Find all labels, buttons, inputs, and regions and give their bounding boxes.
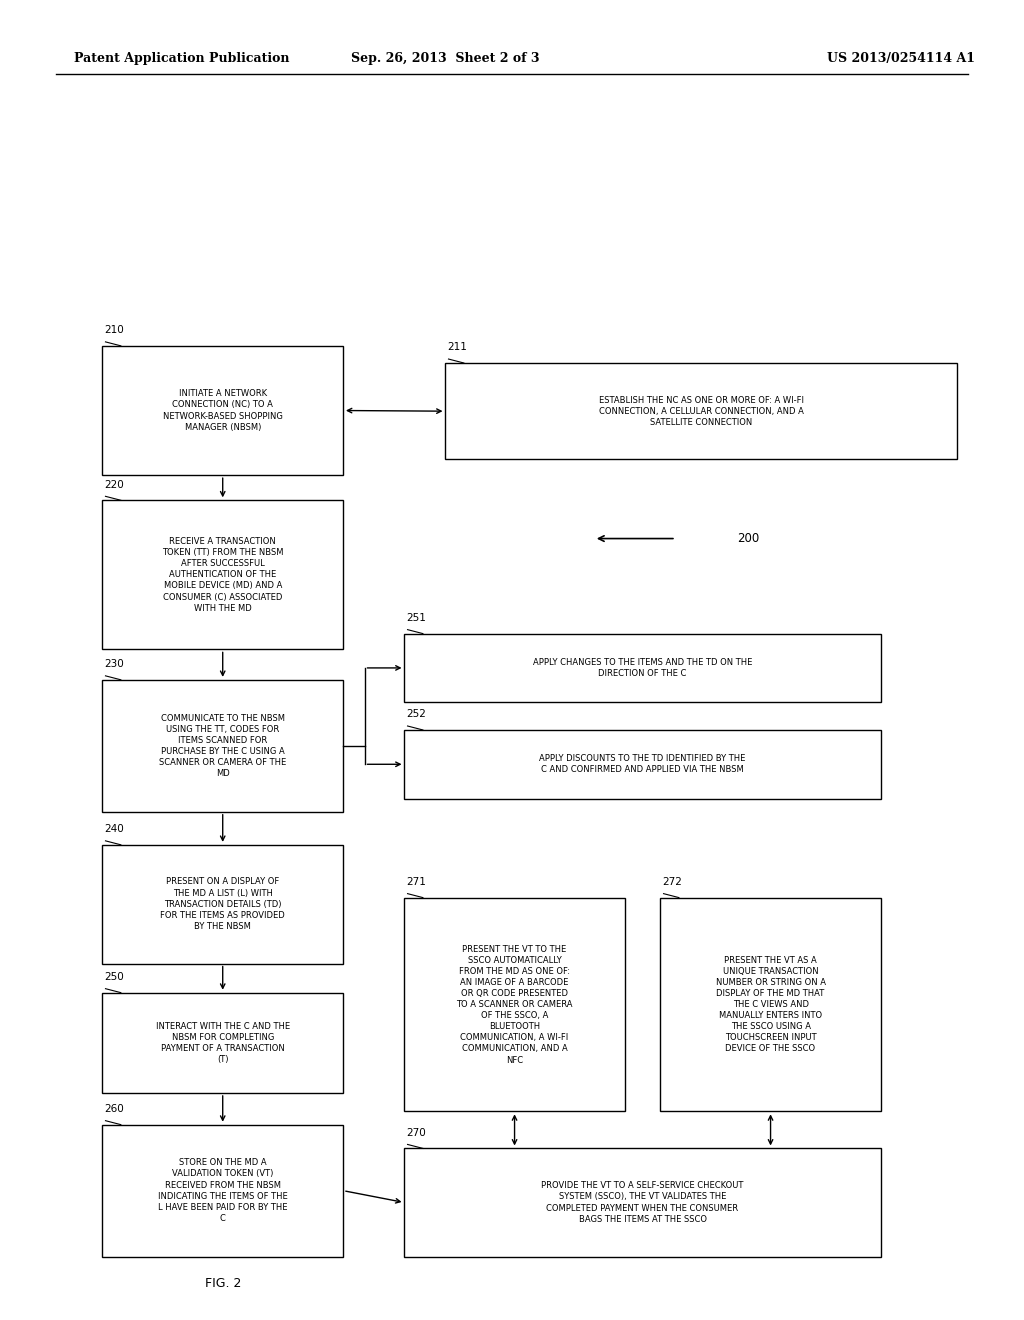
Bar — [102, 1125, 343, 1257]
Text: PRESENT ON A DISPLAY OF
THE MD A LIST (L) WITH
TRANSACTION DETAILS (TD)
FOR THE : PRESENT ON A DISPLAY OF THE MD A LIST (L… — [161, 878, 285, 931]
Text: INITIATE A NETWORK
CONNECTION (NC) TO A
NETWORK-BASED SHOPPING
MANAGER (NBSM): INITIATE A NETWORK CONNECTION (NC) TO A … — [163, 389, 283, 432]
Text: APPLY DISCOUNTS TO THE TD IDENTIFIED BY THE
C AND CONFIRMED AND APPLIED VIA THE : APPLY DISCOUNTS TO THE TD IDENTIFIED BY … — [540, 754, 745, 775]
Text: PRESENT THE VT TO THE
SSCO AUTOMATICALLY
FROM THE MD AS ONE OF:
AN IMAGE OF A BA: PRESENT THE VT TO THE SSCO AUTOMATICALLY… — [457, 945, 572, 1064]
Text: 251: 251 — [407, 612, 426, 623]
Bar — [404, 634, 881, 702]
Text: COMMUNICATE TO THE NBSM
USING THE TT, CODES FOR
ITEMS SCANNED FOR
PURCHASE BY TH: COMMUNICATE TO THE NBSM USING THE TT, CO… — [159, 714, 287, 777]
Text: INTERACT WITH THE C AND THE
NBSM FOR COMPLETING
PAYMENT OF A TRANSACTION
(T): INTERACT WITH THE C AND THE NBSM FOR COM… — [156, 1022, 290, 1064]
Text: 250: 250 — [104, 972, 124, 982]
Text: STORE ON THE MD A
VALIDATION TOKEN (VT)
RECEIVED FROM THE NBSM
INDICATING THE IT: STORE ON THE MD A VALIDATION TOKEN (VT) … — [158, 1159, 288, 1222]
Text: 220: 220 — [104, 479, 124, 490]
Text: PROVIDE THE VT TO A SELF-SERVICE CHECKOUT
SYSTEM (SSCO), THE VT VALIDATES THE
CO: PROVIDE THE VT TO A SELF-SERVICE CHECKOU… — [542, 1181, 743, 1224]
Bar — [102, 500, 343, 649]
Text: PRESENT THE VT AS A
UNIQUE TRANSACTION
NUMBER OR STRING ON A
DISPLAY OF THE MD T: PRESENT THE VT AS A UNIQUE TRANSACTION N… — [716, 956, 825, 1053]
Bar — [404, 1148, 881, 1257]
Bar — [102, 346, 343, 475]
Text: 260: 260 — [104, 1104, 124, 1114]
Text: 210: 210 — [104, 325, 124, 335]
Text: 252: 252 — [407, 709, 426, 719]
Bar — [102, 845, 343, 964]
Text: Sep. 26, 2013  Sheet 2 of 3: Sep. 26, 2013 Sheet 2 of 3 — [351, 51, 540, 65]
Text: 211: 211 — [447, 342, 467, 352]
Bar — [102, 993, 343, 1093]
Bar — [102, 680, 343, 812]
Text: 270: 270 — [407, 1127, 426, 1138]
Text: FIG. 2: FIG. 2 — [205, 1276, 242, 1290]
Text: Patent Application Publication: Patent Application Publication — [74, 51, 289, 65]
Bar — [660, 898, 881, 1111]
Text: RECEIVE A TRANSACTION
TOKEN (TT) FROM THE NBSM
AFTER SUCCESSFUL
AUTHENTICATION O: RECEIVE A TRANSACTION TOKEN (TT) FROM TH… — [162, 537, 284, 612]
Text: 200: 200 — [737, 532, 760, 545]
Text: 240: 240 — [104, 824, 124, 834]
Text: 230: 230 — [104, 659, 124, 669]
Text: 271: 271 — [407, 876, 426, 887]
Text: APPLY CHANGES TO THE ITEMS AND THE TD ON THE
DIRECTION OF THE C: APPLY CHANGES TO THE ITEMS AND THE TD ON… — [532, 657, 753, 678]
Bar — [445, 363, 957, 459]
Bar — [404, 898, 625, 1111]
Text: US 2013/0254114 A1: US 2013/0254114 A1 — [827, 51, 975, 65]
Text: ESTABLISH THE NC AS ONE OR MORE OF: A WI-FI
CONNECTION, A CELLULAR CONNECTION, A: ESTABLISH THE NC AS ONE OR MORE OF: A WI… — [599, 396, 804, 426]
Bar — [404, 730, 881, 799]
Text: 272: 272 — [663, 876, 682, 887]
